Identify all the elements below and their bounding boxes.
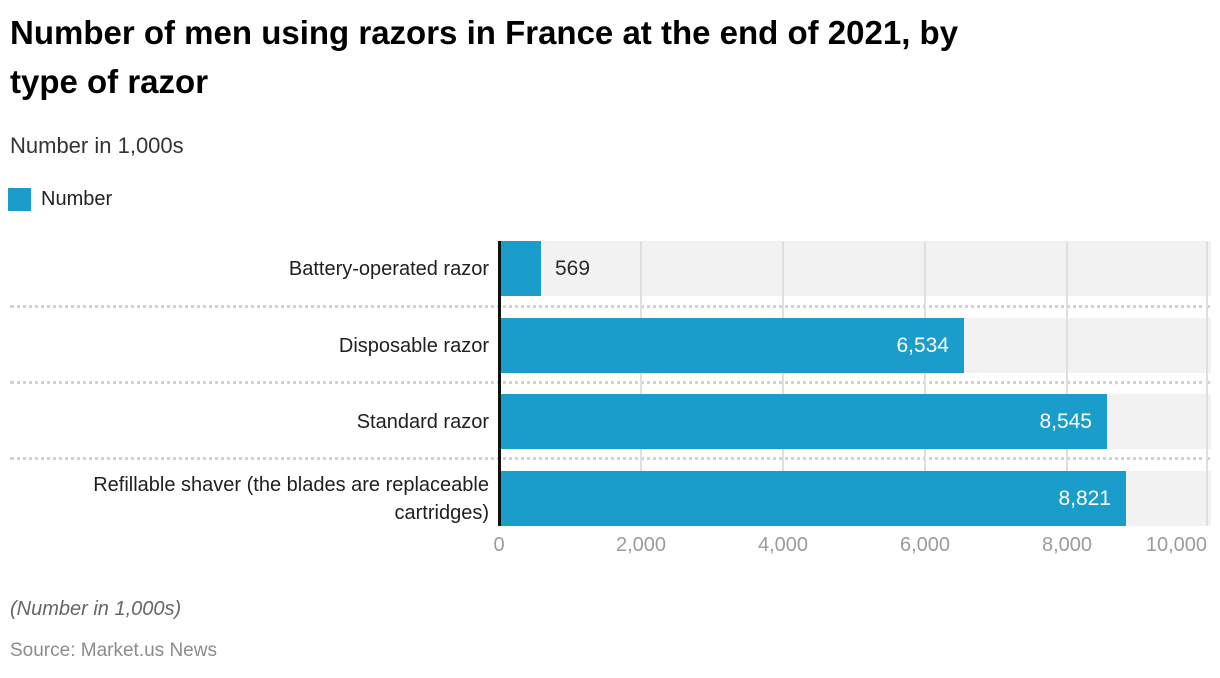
chart-subtitle: Number in 1,000s (10, 133, 184, 158)
x-axis-tick-labels: 0 2,000 4,000 6,000 8,000 10,000 (0, 534, 1220, 560)
bar-disposable-razor: 6,534 (501, 318, 964, 373)
legend: Number (8, 188, 112, 211)
source-attribution: Source: Market.us News (10, 640, 217, 661)
x-tick-6000: 6,000 (899, 534, 951, 556)
legend-swatch-icon (8, 188, 31, 211)
row-separator (10, 381, 1210, 384)
gridline-2000 (640, 241, 642, 526)
value-label: 8,545 (1039, 409, 1092, 433)
value-label: 6,534 (896, 333, 949, 357)
footnote: (Number in 1,000s) (10, 598, 182, 620)
bar-refillable-shaver: 8,821 (501, 471, 1126, 526)
x-tick-2000: 2,000 (615, 534, 667, 556)
bar-battery-operated-razor: 569 (501, 241, 590, 296)
row-separator (10, 457, 1210, 460)
value-label: 8,821 (1058, 486, 1111, 510)
chart-title-line-2: type of razor (10, 63, 209, 100)
gridline-4000 (782, 241, 784, 526)
bar-standard-razor: 8,545 (501, 394, 1107, 449)
x-tick-4000: 4,000 (757, 534, 809, 556)
gridline-6000 (924, 241, 926, 526)
plot-area: Battery-operated razor 569 Disposable ra… (0, 241, 1220, 526)
gridline-8000 (1066, 241, 1068, 526)
legend-label: Number (41, 188, 113, 210)
x-tick-0: 0 (493, 534, 505, 556)
category-label: Standard razor (356, 410, 489, 433)
x-tick-8000: 8,000 (1041, 534, 1093, 556)
gridline-10000 (1206, 241, 1208, 526)
category-label: Refillable shaver (the blades are replac… (93, 473, 489, 524)
chart-title: Number of men using razors in France at … (10, 8, 1215, 106)
row-separator (10, 305, 1210, 308)
category-label: Disposable razor (338, 334, 489, 357)
x-tick-10000: 10,000 (1145, 534, 1207, 556)
value-label: 569 (555, 256, 591, 280)
row-band (499, 241, 1211, 296)
chart-title-line-1: Number of men using razors in France at … (10, 14, 959, 51)
category-label: Battery-operated razor (288, 257, 489, 280)
y-axis-line (498, 241, 501, 526)
